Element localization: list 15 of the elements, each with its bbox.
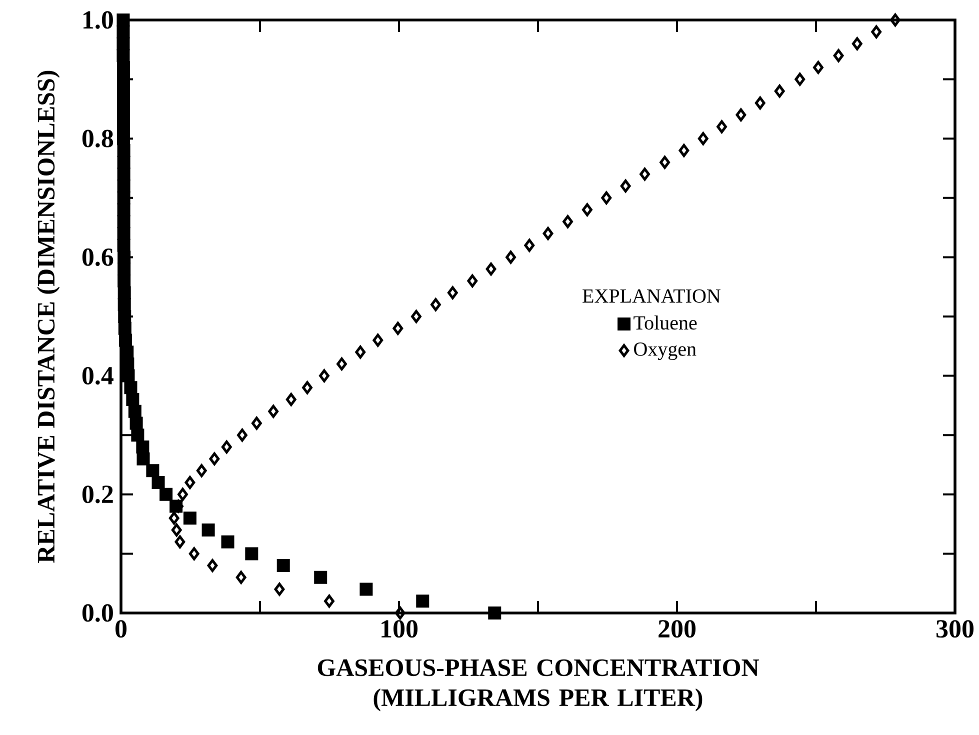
x-tick-label: 200 [658,620,696,638]
y-tick-label: 0.0 [82,604,113,622]
x-tick-label: 0 [116,620,127,638]
y-axis-title: RELATIVE DISTANCE (DIMENSIONLESS) [37,70,60,563]
y-tick-label: 0.4 [82,366,114,385]
x-tick-label: 100 [382,620,418,638]
legend-label: Oxygen [634,342,696,360]
legend-label: Toluene [634,316,697,330]
y-tick-label: 1.0 [84,11,113,29]
y-tick-label: 0.2 [82,486,113,504]
x-axis-title: GASEOUS-PHASE CONCENTRATION (MILLIGRAMS PER LITER) [318,659,759,712]
legend-title: EXPLANATION [582,289,720,303]
x-tick-label: 300 [936,620,974,638]
y-tick-label: 0.6 [82,248,114,266]
y-tick-label: 0.8 [82,130,114,148]
